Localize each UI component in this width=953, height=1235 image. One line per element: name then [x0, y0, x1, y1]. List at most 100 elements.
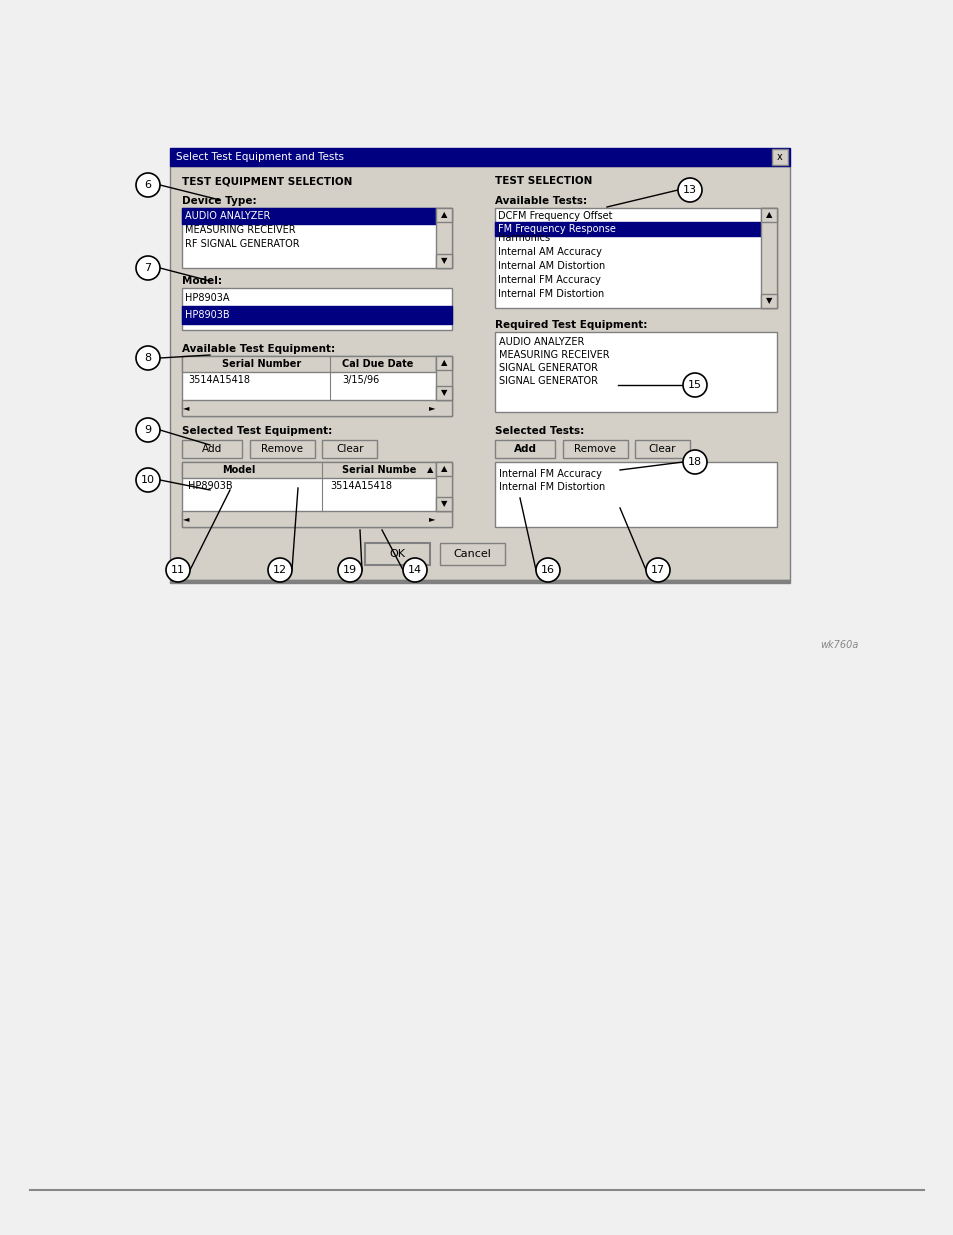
Bar	[439, 543, 504, 564]
Text: Selected Tests:: Selected Tests:	[495, 426, 583, 436]
Bar	[635, 440, 689, 458]
Bar	[170, 165, 789, 580]
Text: Serial Number: Serial Number	[222, 359, 301, 369]
Text: Internal FM Distortion: Internal FM Distortion	[498, 482, 604, 492]
Text: Model:: Model:	[182, 275, 222, 287]
Text: TEST SELECTION: TEST SELECTION	[495, 177, 592, 186]
Text: Available Test Equipment:: Available Test Equipment:	[182, 345, 335, 354]
Bar	[495, 207, 776, 308]
Text: 8: 8	[144, 353, 152, 363]
Text: AUDIO ANALYZER: AUDIO ANALYZER	[498, 337, 584, 347]
Text: 3514A15418: 3514A15418	[188, 375, 250, 385]
Text: OK: OK	[389, 550, 405, 559]
Text: Internal FM Accuracy: Internal FM Accuracy	[497, 275, 600, 285]
Text: ▼: ▼	[440, 257, 447, 266]
Bar	[182, 306, 452, 324]
Circle shape	[536, 558, 559, 582]
Bar	[182, 207, 452, 268]
Circle shape	[402, 558, 427, 582]
Text: RF SIGNAL GENERATOR: RF SIGNAL GENERATOR	[185, 240, 299, 249]
Text: Clear: Clear	[648, 445, 675, 454]
Text: Device Type:: Device Type:	[182, 196, 256, 206]
Text: ▲: ▲	[440, 464, 447, 473]
Bar	[182, 356, 452, 416]
Text: Internal FM Accuracy: Internal FM Accuracy	[498, 469, 601, 479]
Text: ▼: ▼	[440, 499, 447, 509]
Text: ▲: ▲	[440, 358, 447, 368]
Bar	[436, 207, 452, 268]
Text: 15: 15	[687, 380, 701, 390]
Text: Cal Due Date: Cal Due Date	[341, 359, 413, 369]
Text: ◄: ◄	[183, 515, 189, 524]
Bar	[182, 511, 452, 527]
Text: ▼: ▼	[440, 389, 447, 398]
Text: ►: ►	[428, 404, 435, 412]
Bar	[436, 356, 452, 370]
Text: 14: 14	[408, 564, 421, 576]
Bar	[495, 440, 555, 458]
Text: ▲: ▲	[426, 466, 433, 474]
Text: wk760a: wk760a	[820, 640, 858, 650]
Bar	[495, 332, 776, 412]
Text: Internal FM Distortion: Internal FM Distortion	[497, 289, 603, 299]
Text: Remove: Remove	[574, 445, 616, 454]
Text: 13: 13	[682, 185, 697, 195]
Text: x: x	[777, 152, 782, 162]
Bar	[495, 462, 776, 527]
Text: Available Tests:: Available Tests:	[495, 196, 586, 206]
Bar	[322, 440, 376, 458]
Text: Clear: Clear	[335, 445, 363, 454]
Text: HP8903B: HP8903B	[185, 310, 230, 320]
Circle shape	[682, 450, 706, 474]
Bar	[562, 440, 627, 458]
Text: 17: 17	[650, 564, 664, 576]
Text: ▲: ▲	[765, 210, 771, 220]
Bar	[436, 496, 452, 511]
Text: FM Frequency Response: FM Frequency Response	[497, 224, 616, 233]
Text: Add: Add	[202, 445, 222, 454]
Text: AUDIO ANALYZER: AUDIO ANALYZER	[185, 211, 270, 221]
Bar	[182, 440, 242, 458]
Text: ▼: ▼	[765, 296, 771, 305]
Text: TEST EQUIPMENT SELECTION: TEST EQUIPMENT SELECTION	[182, 177, 352, 186]
Text: MEASURING RECEIVER: MEASURING RECEIVER	[498, 350, 609, 359]
Bar	[436, 254, 452, 268]
Bar	[436, 462, 452, 475]
Text: ►: ►	[428, 515, 435, 524]
Text: 18: 18	[687, 457, 701, 467]
Text: SIGNAL GENERATOR: SIGNAL GENERATOR	[498, 363, 598, 373]
Text: 3/15/96: 3/15/96	[341, 375, 379, 385]
Bar	[250, 440, 314, 458]
Bar	[182, 462, 436, 478]
Text: Selected Test Equipment:: Selected Test Equipment:	[182, 426, 332, 436]
Bar	[760, 294, 776, 308]
Text: Add: Add	[513, 445, 536, 454]
Bar	[365, 543, 430, 564]
Text: Remove: Remove	[261, 445, 303, 454]
Text: Cancel: Cancel	[453, 550, 491, 559]
Text: 3514A15418: 3514A15418	[330, 480, 392, 492]
Text: Required Test Equipment:: Required Test Equipment:	[495, 320, 647, 330]
Bar	[436, 207, 452, 222]
Text: HP8903B: HP8903B	[188, 480, 233, 492]
Circle shape	[136, 256, 160, 280]
Bar	[170, 580, 789, 583]
Bar	[771, 149, 787, 165]
Circle shape	[268, 558, 292, 582]
Circle shape	[166, 558, 190, 582]
Text: Select Test Equipment and Tests: Select Test Equipment and Tests	[175, 152, 344, 162]
Bar	[182, 207, 436, 224]
Circle shape	[136, 468, 160, 492]
Text: SIGNAL GENERATOR: SIGNAL GENERATOR	[498, 375, 598, 387]
Bar	[182, 288, 452, 330]
Text: 9: 9	[144, 425, 152, 435]
Text: Harmonics: Harmonics	[497, 233, 550, 243]
Text: HP8903A: HP8903A	[185, 293, 230, 303]
Text: 16: 16	[540, 564, 555, 576]
Circle shape	[682, 373, 706, 396]
Text: DCFM Frequency Offset: DCFM Frequency Offset	[497, 211, 612, 221]
Text: 6: 6	[144, 180, 152, 190]
Circle shape	[136, 417, 160, 442]
Bar	[760, 207, 776, 308]
Text: 11: 11	[171, 564, 185, 576]
